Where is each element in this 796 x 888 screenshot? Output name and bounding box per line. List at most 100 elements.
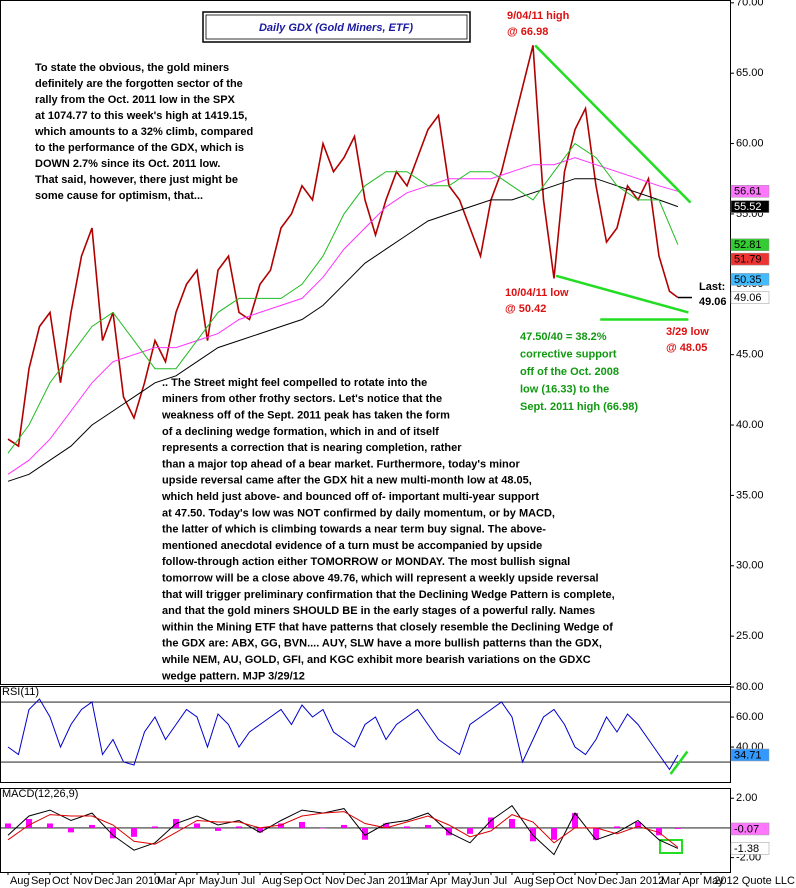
price-tag-label: -0.07 bbox=[734, 823, 759, 835]
x-tick-label: Nov bbox=[325, 875, 345, 887]
annotation-line: the latter of which is climbing towards … bbox=[162, 524, 546, 536]
trendline bbox=[555, 274, 689, 314]
annotation-line: represents a correction that is nearing … bbox=[162, 442, 462, 454]
annotation-line: than a major top ahead of a bear market.… bbox=[162, 458, 520, 470]
x-tick-label: Aug bbox=[10, 875, 30, 887]
x-tick-label: Mar bbox=[661, 875, 680, 887]
histogram-bar bbox=[109, 827, 116, 839]
trendline bbox=[669, 750, 689, 775]
annotation-line: That said, however, there just might be bbox=[35, 174, 238, 186]
annotation-line: To state the obvious, the gold miners bbox=[35, 62, 229, 74]
histogram-bar bbox=[256, 827, 263, 833]
price-tag bbox=[730, 748, 770, 762]
trendline bbox=[534, 44, 692, 204]
x-tick-label: Aug bbox=[262, 875, 282, 887]
annotation-line: 49.06 bbox=[699, 296, 727, 308]
x-tick-label: Jan 2012 bbox=[619, 875, 664, 887]
histogram-bar bbox=[425, 824, 432, 828]
annotation-line: Last: bbox=[699, 281, 725, 293]
y-tick-label: 30.00 bbox=[736, 560, 764, 572]
histogram-bar bbox=[404, 826, 411, 828]
annotation-line: wedge pattern. MJP 3/29/12 bbox=[161, 670, 305, 682]
price-tag-label: 52.81 bbox=[734, 239, 762, 251]
rsi-panel bbox=[0, 686, 731, 783]
annotation-line: definitely are the forgotten sector of t… bbox=[35, 78, 243, 90]
histogram-bar bbox=[635, 821, 642, 828]
x-tick-label: Nov bbox=[577, 875, 597, 887]
series-line bbox=[7, 698, 679, 771]
annotation-line: .. The Street might feel compelled to ro… bbox=[162, 377, 427, 389]
histogram-bar bbox=[509, 819, 516, 828]
histogram-bar bbox=[488, 817, 495, 828]
y-tick-label: 70.00 bbox=[736, 0, 764, 9]
histogram-bar bbox=[383, 823, 390, 828]
histogram-bar bbox=[151, 826, 158, 828]
annotation-line: at 47.50. Today's low was NOT confirmed … bbox=[162, 507, 555, 519]
y-tick-label: 60.00 bbox=[736, 137, 764, 149]
series-line bbox=[7, 142, 679, 454]
annotation-line: 9/04/11 high bbox=[507, 10, 570, 22]
histogram-bar bbox=[319, 827, 326, 829]
x-tick-label: Jul bbox=[493, 875, 507, 887]
x-tick-label: Oct bbox=[304, 875, 321, 887]
y-tick-label: 65.00 bbox=[736, 67, 764, 79]
price-tag bbox=[730, 291, 770, 304]
annotation-line: rally from the Oct. 2011 low in the SPX bbox=[35, 94, 236, 106]
annotation-line: which held just above- and bounced off o… bbox=[161, 491, 539, 503]
x-tick-label: Mar bbox=[409, 875, 428, 887]
x-tick-label: Sep bbox=[535, 875, 555, 887]
series-line bbox=[7, 805, 679, 856]
histogram-bar bbox=[277, 823, 284, 828]
annotation-line: 47.50/40 = 38.2% bbox=[520, 331, 607, 343]
annotation-line: to the performance of the GDX, which is bbox=[35, 142, 244, 154]
footer: 2012 Quote LLC bbox=[714, 875, 795, 887]
x-tick-label: Aug bbox=[514, 875, 534, 887]
price-tag-label: 55.52 bbox=[734, 201, 762, 213]
price-tag bbox=[730, 842, 770, 855]
annotation-line: while NEM, AU, GOLD, GFI, and KGC exhibi… bbox=[161, 654, 591, 666]
annotation-line: that will trigger preliminary confirmati… bbox=[162, 589, 615, 601]
annotation-line: within the Mining ETF that have patterns… bbox=[161, 621, 613, 633]
panel-title: MACD(12,26,9) bbox=[2, 788, 78, 800]
x-tick-label: Dec bbox=[94, 875, 114, 887]
y-tick-label: 60.00 bbox=[736, 711, 764, 723]
annotation-line: follow-through action either TOMORROW or… bbox=[162, 556, 570, 568]
annotation-line: miners from other frothy sectors. Let's … bbox=[162, 393, 442, 405]
price-tag-label: 49.06 bbox=[734, 292, 762, 304]
x-tick-label: Jul bbox=[241, 875, 255, 887]
histogram-bar bbox=[235, 826, 242, 828]
price-tag-label: 56.61 bbox=[734, 186, 762, 198]
x-tick-label: May bbox=[703, 875, 724, 887]
panel-title: RSI(11) bbox=[2, 686, 39, 698]
annotation-line: 10/04/11 low bbox=[505, 287, 569, 299]
title-box-inner bbox=[205, 14, 468, 40]
annotation-line: the GDX are: ABX, GG, BVN.... AUY, SLW h… bbox=[162, 638, 602, 650]
series-line bbox=[7, 157, 679, 475]
y-tick-label: 2.00 bbox=[736, 792, 757, 804]
price-tag bbox=[730, 822, 770, 836]
histogram-bar bbox=[551, 827, 558, 840]
histogram-bar bbox=[674, 827, 681, 829]
annotation-line: of a declining wedge formation, which in… bbox=[162, 426, 439, 438]
x-tick-label: Jun bbox=[220, 875, 238, 887]
annotation-line: mentioned anecdotal evidence of a turn m… bbox=[162, 540, 542, 552]
x-tick-label: Oct bbox=[52, 875, 69, 887]
histogram-bar bbox=[446, 827, 453, 836]
annotation-line: @ 66.98 bbox=[507, 26, 548, 38]
annotation-line: @ 48.05 bbox=[666, 342, 707, 354]
histogram-bar bbox=[88, 824, 95, 828]
histogram-bar bbox=[593, 827, 600, 840]
annotation-line: 3/29 low bbox=[666, 326, 709, 338]
y-tick-label: 25.00 bbox=[736, 630, 764, 642]
title-box bbox=[202, 11, 471, 43]
series-line bbox=[7, 178, 679, 482]
x-tick-label: Apr bbox=[682, 875, 699, 887]
histogram-bar bbox=[656, 827, 663, 836]
x-tick-label: May bbox=[451, 875, 472, 887]
price-tag bbox=[730, 200, 770, 213]
x-tick-label: Nov bbox=[73, 875, 93, 887]
annotation-line: weakness off of the Sept. 2011 peak has … bbox=[161, 410, 450, 422]
series-line bbox=[7, 811, 679, 848]
